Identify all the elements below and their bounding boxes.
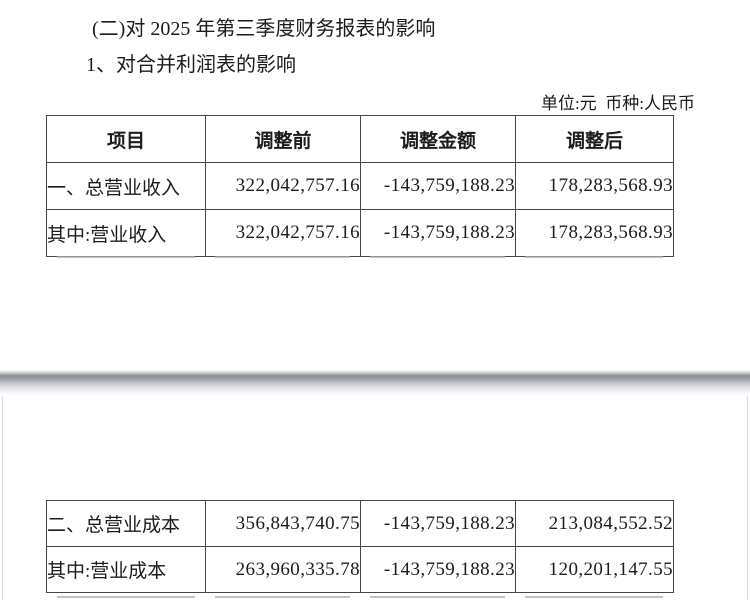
table-shadow bbox=[215, 596, 350, 598]
unit-currency-note: 单位:元 币种:人民币 bbox=[541, 94, 695, 113]
table-shadow bbox=[370, 596, 505, 598]
value-cell: 213,084,552.52 bbox=[515, 500, 674, 547]
item-cell: 一、总营业收入 bbox=[46, 162, 206, 210]
column-header-before: 调整前 bbox=[205, 115, 361, 163]
value-cell: -143,759,188.23 bbox=[360, 500, 516, 547]
subsection-heading: 1、对合并利润表的影响 bbox=[86, 54, 296, 76]
item-cell: 其中:营业成本 bbox=[46, 546, 206, 593]
page-edge-right bbox=[747, 396, 748, 600]
table-shadow bbox=[525, 596, 663, 598]
value-cell: -143,759,188.23 bbox=[360, 546, 516, 593]
page-break-divider bbox=[0, 370, 750, 396]
table-shadow bbox=[370, 256, 505, 258]
item-cell: 二、总营业成本 bbox=[46, 500, 206, 547]
table-shadow bbox=[215, 256, 350, 258]
value-cell: 322,042,757.16 bbox=[205, 209, 361, 257]
value-cell: 263,960,335.78 bbox=[205, 546, 361, 593]
table-shadow bbox=[57, 596, 195, 598]
table-row: 一、总营业收入 322,042,757.16 -143,759,188.23 1… bbox=[46, 162, 674, 210]
value-cell: -143,759,188.23 bbox=[360, 209, 516, 257]
table-row: 二、总营业成本 356,843,740.75 -143,759,188.23 2… bbox=[46, 500, 674, 547]
column-header-item: 项目 bbox=[46, 115, 206, 163]
income-statement-table-page2: 二、总营业成本 356,843,740.75 -143,759,188.23 2… bbox=[46, 500, 674, 593]
value-cell: 178,283,568.93 bbox=[515, 209, 674, 257]
table-row: 其中:营业收入 322,042,757.16 -143,759,188.23 1… bbox=[46, 209, 674, 257]
value-cell: 322,042,757.16 bbox=[205, 162, 361, 210]
value-cell: -143,759,188.23 bbox=[360, 162, 516, 210]
value-cell: 356,843,740.75 bbox=[205, 500, 361, 547]
table-row: 其中:营业成本 263,960,335.78 -143,759,188.23 1… bbox=[46, 546, 674, 593]
value-cell: 120,201,147.55 bbox=[515, 546, 674, 593]
column-header-after: 调整后 bbox=[515, 115, 674, 163]
table-shadow bbox=[57, 256, 195, 258]
table-shadow bbox=[525, 256, 663, 258]
section-heading: (二)对 2025 年第三季度财务报表的影响 bbox=[92, 18, 436, 40]
table-header-row: 项目 调整前 调整金额 调整后 bbox=[46, 115, 674, 163]
page-edge-left bbox=[2, 396, 3, 600]
income-statement-table-page1: 项目 调整前 调整金额 调整后 一、总营业收入 322,042,757.16 -… bbox=[46, 115, 674, 257]
value-cell: 178,283,568.93 bbox=[515, 162, 674, 210]
item-cell: 其中:营业收入 bbox=[46, 209, 206, 257]
column-header-adjust: 调整金额 bbox=[360, 115, 516, 163]
